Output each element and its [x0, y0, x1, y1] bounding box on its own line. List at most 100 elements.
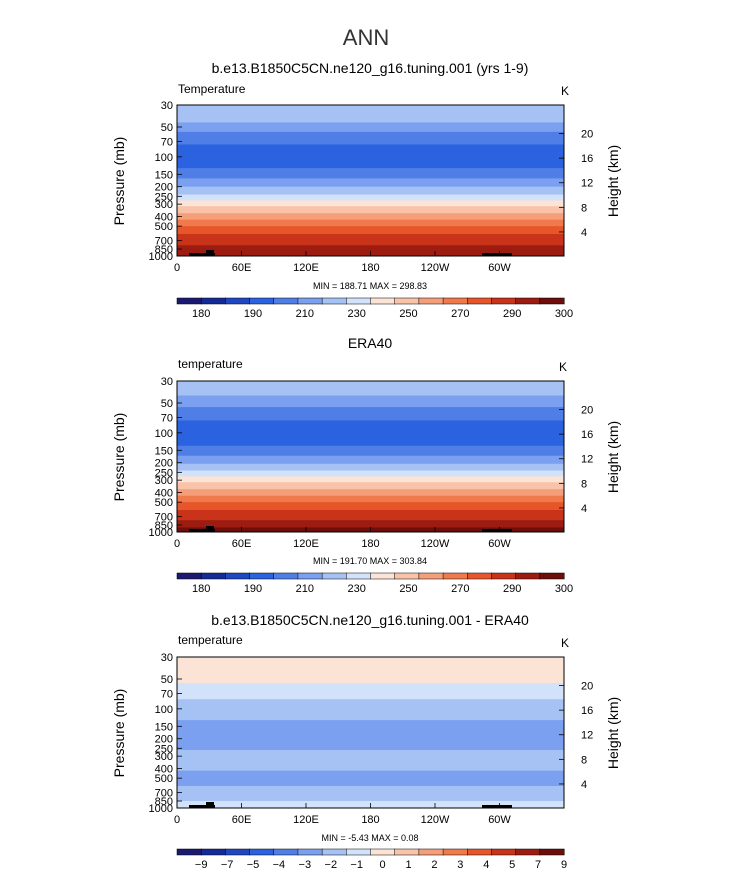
y-tick-label: 30: [161, 652, 173, 664]
contour-band: [177, 200, 564, 207]
colorbar-swatch: [200, 297, 226, 305]
y-tick-label: 500: [155, 497, 173, 509]
colorbar-swatch: [346, 848, 372, 856]
colorbar-swatch: [176, 297, 202, 305]
topography: [189, 529, 215, 532]
panel-left-label: temperature: [178, 357, 243, 371]
x-tick-label: 60W: [488, 538, 511, 550]
contour-band: [177, 407, 564, 421]
colorbar-label: 5: [509, 859, 515, 871]
x-tick-label: 60E: [232, 814, 252, 826]
y-tick-label: 150: [155, 445, 173, 457]
colorbar-label: −9: [195, 859, 208, 871]
colorbar-swatch: [273, 572, 299, 580]
colorbar-swatch: [467, 848, 492, 856]
x-tick-label: 180: [361, 538, 379, 550]
y-axis-label: Pressure (mb): [111, 413, 127, 502]
panel-title: b.e13.B1850C5CN.ne120_g16.tuning.001 (yr…: [212, 60, 529, 76]
contour-band: [177, 245, 564, 257]
y-tick-label: 500: [155, 773, 173, 785]
contour-band: [177, 699, 564, 721]
y-right-tick-label: 16: [581, 705, 593, 717]
contour-band: [177, 168, 564, 179]
contour-band: [177, 122, 564, 133]
panel-model: b.e13.B1850C5CN.ne120_g16.tuning.001 (yr…: [111, 60, 621, 320]
y-tick-label: 1000: [149, 251, 173, 263]
topography: [206, 526, 214, 532]
x-tick-label: 120W: [421, 262, 450, 274]
panel-units: K: [559, 360, 567, 374]
colorbar-label: −3: [299, 859, 312, 871]
y-tick-label: 1000: [149, 803, 173, 815]
contour-band: [177, 420, 564, 447]
panel-left-label: Temperature: [178, 82, 246, 96]
min-max-label: MIN = 191.70 MAX = 303.84: [313, 556, 427, 566]
contour-band: [177, 131, 564, 145]
y-tick-label: 100: [155, 704, 173, 716]
contour-band: [177, 194, 564, 201]
y-tick-label: 400: [155, 212, 173, 224]
y-tick-label: 50: [161, 122, 173, 134]
colorbar-label: 180: [192, 583, 210, 595]
x-tick-label: 60W: [488, 262, 511, 274]
colorbar-label: 290: [503, 583, 521, 595]
colorbar-label: 300: [555, 308, 573, 320]
panel-diff: b.e13.B1850C5CN.ne120_g16.tuning.001 - E…: [111, 612, 621, 871]
colorbar-label: 210: [296, 583, 314, 595]
y-right-tick-label: 8: [581, 754, 587, 766]
panel-left-label: temperature: [178, 633, 243, 647]
panel-obs: ERA40 temperature K 30507010015020025030…: [111, 335, 621, 595]
y-right-tick-label: 20: [581, 681, 593, 693]
y-tick-label: 100: [155, 428, 173, 440]
x-tick-label: 120W: [421, 538, 450, 550]
contour-band: [177, 657, 564, 684]
y-tick-label: 850: [155, 244, 173, 256]
colorbar-swatch: [273, 848, 299, 856]
colorbar-label: 290: [503, 308, 521, 320]
y-tick-label: 70: [161, 412, 173, 424]
contour-band: [177, 502, 564, 511]
colorbar-label: −5: [247, 859, 260, 871]
colorbar-swatch: [273, 297, 299, 305]
colorbar-swatch: [394, 848, 420, 856]
contour-band: [177, 520, 564, 528]
x-tick-label: 60E: [232, 262, 252, 274]
colorbar-swatch: [539, 848, 565, 856]
colorbar-label: 190: [244, 308, 262, 320]
y-tick-label: 850: [155, 796, 173, 808]
colorbar-swatch: [442, 572, 468, 580]
colorbar-swatch: [370, 297, 396, 305]
colorbar-swatch: [297, 848, 323, 856]
x-tick-label: 0: [174, 538, 180, 550]
colorbar: 180 190 210 230 250 270 290 300: [176, 572, 573, 595]
colorbar-label: −7: [221, 859, 234, 871]
colorbar-label: −2: [325, 859, 338, 871]
panel-title: ERA40: [348, 335, 393, 351]
y-tick-label: 300: [155, 475, 173, 487]
y-tick-label: 300: [155, 199, 173, 211]
y-right-tick-label: 20: [581, 129, 593, 141]
y-axis-right-label: Height (km): [605, 145, 621, 217]
colorbar-swatch: [370, 848, 396, 856]
colorbar-label: 9: [561, 859, 567, 871]
y-tick-label: 250: [155, 743, 173, 755]
y-tick-label: 70: [161, 136, 173, 148]
y-right-tick-label: 4: [581, 503, 587, 515]
contour-band: [177, 510, 564, 521]
colorbar-swatch: [249, 848, 275, 856]
x-tick-label: 60E: [232, 538, 252, 550]
contour-band: [177, 786, 564, 802]
contour-band: [177, 445, 564, 457]
x-tick-label: 180: [361, 814, 379, 826]
colorbar-label: 3: [457, 859, 463, 871]
x-tick-label: 60W: [488, 814, 511, 826]
panel-units: K: [561, 636, 569, 650]
contour-band: [177, 489, 564, 497]
x-tick-label: 0: [174, 262, 180, 274]
colorbar-swatch: [515, 297, 541, 305]
y-tick-label: 250: [155, 467, 173, 479]
contour-band: [177, 105, 564, 123]
y-tick-label: 850: [155, 520, 173, 532]
figure-suptitle: ANN: [343, 25, 389, 50]
